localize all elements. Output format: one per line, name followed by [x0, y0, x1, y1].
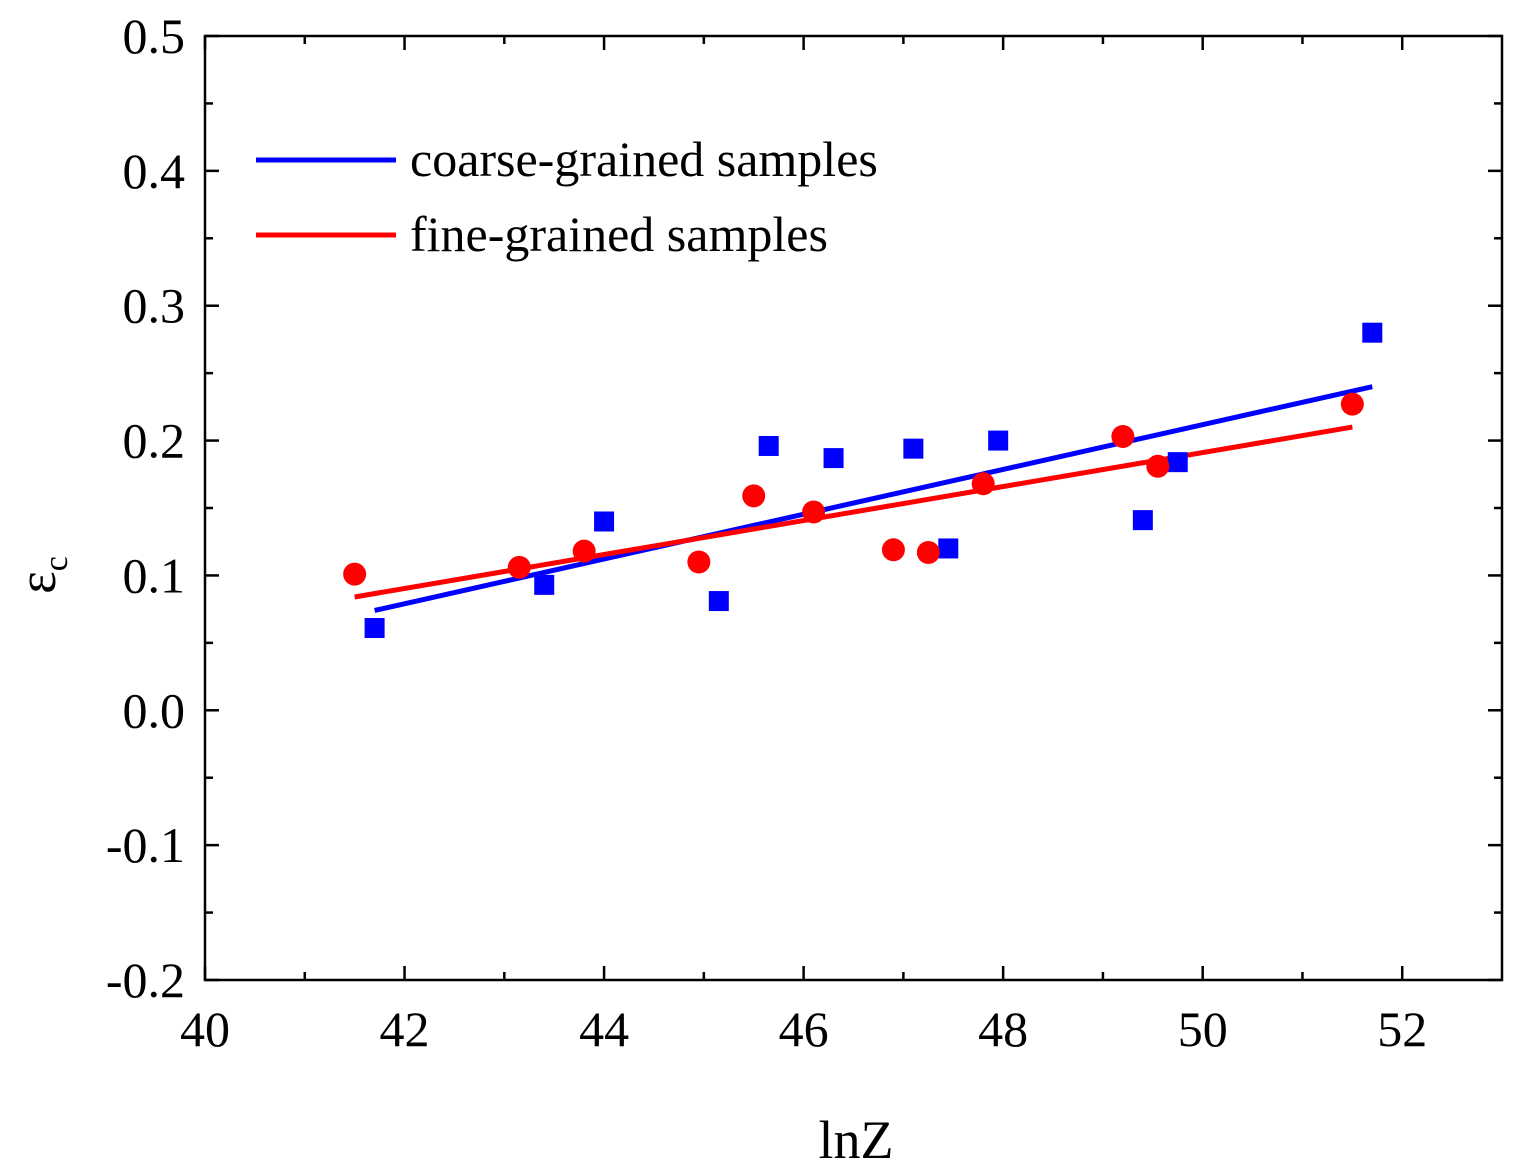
y-tick-label: 0.3	[123, 278, 186, 334]
square-point	[594, 511, 615, 532]
ticks	[203, 34, 1502, 982]
y-tick-label: -0.1	[106, 817, 185, 873]
fit-lines	[354, 384, 1373, 613]
x-tick-label: 40	[180, 1001, 230, 1057]
y-tick-label: -0.2	[106, 952, 185, 1008]
fit-line-series-1	[374, 384, 1373, 613]
square-point	[903, 438, 924, 459]
y-tick-label: 0.0	[123, 682, 186, 738]
circle-point	[1146, 454, 1170, 478]
legend: coarse-grained samples fine-grained sampl…	[256, 131, 878, 262]
y-tick-label: 0.4	[123, 143, 186, 199]
square-point	[938, 538, 959, 559]
circle-point	[507, 555, 531, 579]
y-axis-label-main: ε	[7, 571, 67, 594]
y-axis-label-sub: c	[38, 556, 75, 571]
circle-point	[916, 541, 940, 565]
legend-label-series-1: coarse-grained samples	[410, 131, 878, 187]
square-point	[823, 448, 844, 469]
x-tick-label: 42	[380, 1001, 430, 1057]
legend-label-series-2: fine-grained samples	[410, 206, 828, 262]
circle-point	[971, 472, 995, 496]
y-tick-label: 0.1	[123, 547, 186, 603]
circle-point	[802, 500, 826, 524]
square-point	[1362, 322, 1383, 343]
circle-point	[742, 484, 766, 508]
x-axis-label: lnZ	[819, 1110, 894, 1170]
x-tick-label: 44	[579, 1001, 629, 1057]
circle-point	[1111, 425, 1135, 449]
tick-labels: 40 42 44 46 48 50 52 -0.2 -0.1 0.0 0.1 0.2 0.3 0.4 0.5	[106, 8, 1427, 1057]
y-axis-label: εc	[7, 556, 75, 594]
x-tick-label: 46	[779, 1001, 829, 1057]
y-tick-label: 0.5	[123, 8, 186, 64]
square-point	[988, 430, 1009, 451]
circle-point	[881, 538, 905, 562]
x-tick-label: 52	[1377, 1001, 1427, 1057]
circle-point	[343, 562, 367, 586]
data-points	[343, 322, 1383, 639]
x-tick-label: 48	[978, 1001, 1028, 1057]
square-point	[1132, 510, 1153, 531]
x-tick-label: 50	[1178, 1001, 1228, 1057]
fit-line-series-2	[354, 424, 1353, 600]
square-point	[1167, 452, 1188, 473]
square-point	[364, 618, 385, 639]
square-point	[708, 591, 729, 612]
square-point	[758, 435, 779, 456]
square-point	[534, 574, 555, 595]
circle-point	[572, 539, 596, 563]
y-tick-label: 0.2	[123, 413, 186, 469]
circle-point	[687, 550, 711, 574]
circle-point	[1340, 392, 1364, 416]
